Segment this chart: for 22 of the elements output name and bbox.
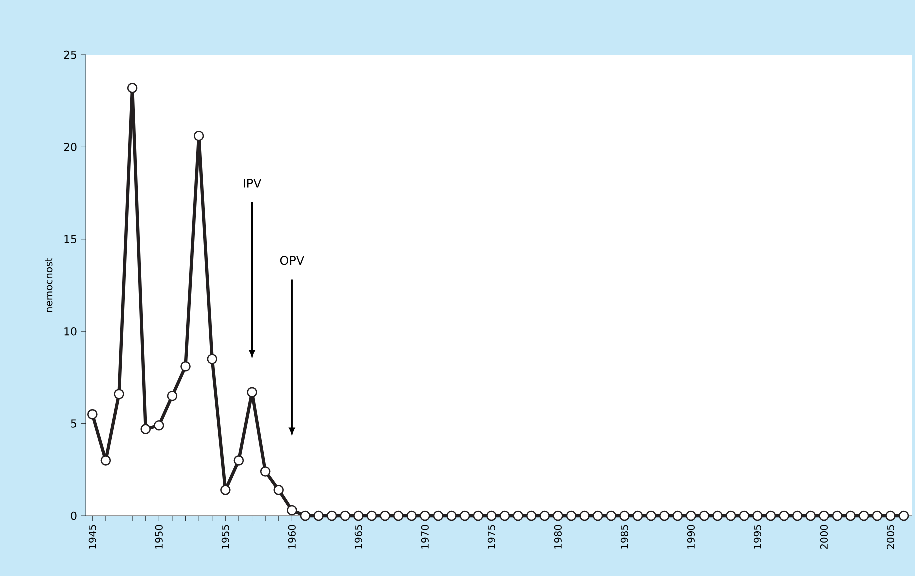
annotation: OPV	[280, 256, 304, 266]
x-tick-label: 1990	[687, 525, 695, 549]
y-tick-label: 20	[64, 143, 77, 152]
x-tick-label: 1945	[88, 525, 96, 549]
x-tick-label: 1975	[488, 525, 496, 549]
x-tick-label: 1980	[554, 525, 562, 549]
y-tick-label: 10	[64, 327, 77, 336]
x-tick-label: 1960	[288, 525, 296, 549]
y-tick-label: 5	[71, 420, 77, 428]
x-tick-label: 1965	[354, 525, 362, 549]
x-tick-label: 2005	[886, 525, 894, 550]
y-tick-label: 0	[71, 512, 77, 520]
y-tick-label: 25	[64, 50, 77, 60]
x-tick-label: 1950	[155, 525, 163, 549]
x-tick-label: 2000	[820, 525, 828, 550]
y-tick-label: 15	[64, 235, 77, 244]
y-axis-title: nemocnost	[46, 258, 53, 312]
x-tick-label: 1995	[754, 525, 762, 549]
annotation: IPV	[244, 179, 262, 188]
x-tick-label: 1970	[421, 525, 429, 549]
x-tick-label: 1985	[620, 525, 628, 549]
x-tick-label: 1955	[222, 525, 230, 549]
